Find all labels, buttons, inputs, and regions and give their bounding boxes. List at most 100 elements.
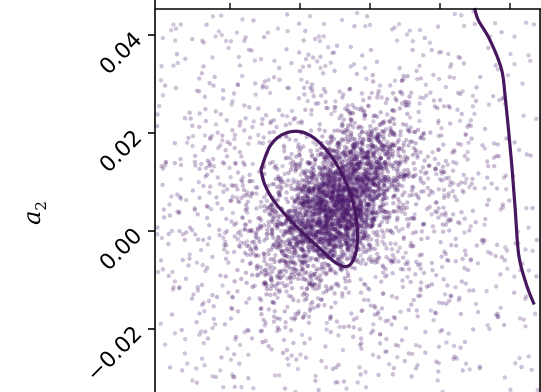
scatter-point	[393, 133, 397, 137]
scatter-point	[390, 271, 394, 275]
scatter-point	[179, 163, 183, 167]
scatter-point	[183, 57, 187, 61]
scatter-point	[375, 175, 379, 179]
scatter-point	[418, 95, 422, 99]
scatter-point	[313, 282, 317, 286]
scatter-point	[324, 100, 328, 104]
scatter-point	[441, 277, 445, 281]
scatter-point	[314, 269, 318, 273]
scatter-point	[308, 149, 312, 153]
scatter-point	[369, 260, 373, 264]
scatter-point	[269, 213, 273, 217]
scatter-point	[308, 204, 312, 208]
scatter-point	[196, 212, 200, 216]
scatter-point	[175, 209, 179, 213]
scatter-point	[444, 302, 448, 306]
scatter-point	[391, 209, 395, 213]
scatter-point	[347, 219, 351, 223]
scatter-point	[368, 171, 372, 175]
scatter-point	[168, 213, 172, 217]
scatter-point	[309, 180, 313, 184]
scatter-point	[355, 154, 359, 158]
scatter-point	[487, 102, 491, 106]
scatter-point	[272, 320, 276, 324]
scatter-point	[199, 162, 203, 166]
scatter-point	[359, 261, 363, 265]
scatter-point	[412, 146, 416, 150]
scatter-point	[212, 75, 216, 79]
scatter-point	[491, 94, 495, 98]
scatter-point	[310, 152, 314, 156]
scatter-point	[411, 174, 415, 178]
scatter-point	[464, 253, 468, 257]
scatter-point	[482, 186, 486, 190]
scatter-point	[371, 353, 375, 357]
scatter-point	[430, 212, 434, 216]
scatter-point	[405, 74, 409, 78]
scatter-point	[409, 91, 413, 95]
scatter-point	[471, 94, 475, 98]
scatter-point	[239, 385, 243, 389]
scatter-point	[208, 184, 212, 188]
scatter-point	[333, 225, 337, 229]
scatter-point	[377, 224, 381, 228]
scatter-point	[351, 226, 355, 230]
scatter-point	[318, 219, 322, 223]
scatter-point	[212, 317, 216, 321]
scatter-point	[298, 353, 302, 357]
scatter-point	[352, 325, 356, 329]
scatter-point	[513, 361, 517, 365]
scatter-point	[393, 242, 397, 246]
scatter-point	[361, 243, 365, 247]
scatter-point	[474, 302, 478, 306]
scatter-point	[402, 190, 406, 194]
scatter-point	[459, 312, 463, 316]
scatter-point	[174, 86, 178, 90]
scatter-point	[306, 188, 310, 192]
scatter-point	[325, 140, 329, 144]
scatter-point	[196, 285, 200, 289]
scatter-point	[201, 238, 205, 242]
scatter-point	[360, 53, 364, 57]
scatter-point	[503, 245, 507, 249]
scatter-point	[429, 308, 433, 312]
scatter-point	[451, 212, 455, 216]
scatter-point	[469, 224, 473, 228]
scatter-point	[302, 298, 306, 302]
scatter-point	[338, 89, 342, 93]
scatter-point	[210, 374, 214, 378]
scatter-point	[276, 242, 280, 246]
scatter-point	[418, 253, 422, 257]
scatter-point	[272, 75, 276, 79]
y-tick-label: −0.02	[82, 322, 147, 387]
scatter-point	[229, 306, 233, 310]
scatter-point	[463, 181, 467, 185]
scatter-point	[369, 303, 373, 307]
scatter-point	[274, 210, 278, 214]
scatter-point	[300, 220, 304, 224]
scatter-point	[241, 160, 245, 164]
scatter-point	[364, 385, 368, 389]
scatter-point	[287, 294, 291, 298]
scatter-point	[402, 168, 406, 172]
scatter-point	[396, 149, 400, 153]
scatter-point	[395, 180, 399, 184]
scatter-point	[276, 198, 280, 202]
scatter-point	[462, 173, 466, 177]
scatter-point	[387, 362, 391, 366]
scatter-point	[320, 297, 324, 301]
scatter-point	[408, 29, 412, 33]
scatter-point	[254, 93, 258, 97]
scatter-point	[238, 63, 242, 67]
scatter-point	[476, 261, 480, 265]
scatter-point	[206, 336, 210, 340]
scatter-point	[295, 268, 299, 272]
scatter-point	[418, 286, 422, 290]
scatter-point	[173, 331, 177, 335]
scatter-point	[254, 206, 258, 210]
scatter-point	[201, 263, 205, 267]
scatter-point	[168, 365, 172, 369]
scatter-point	[421, 165, 425, 169]
scatter-point	[203, 133, 207, 137]
